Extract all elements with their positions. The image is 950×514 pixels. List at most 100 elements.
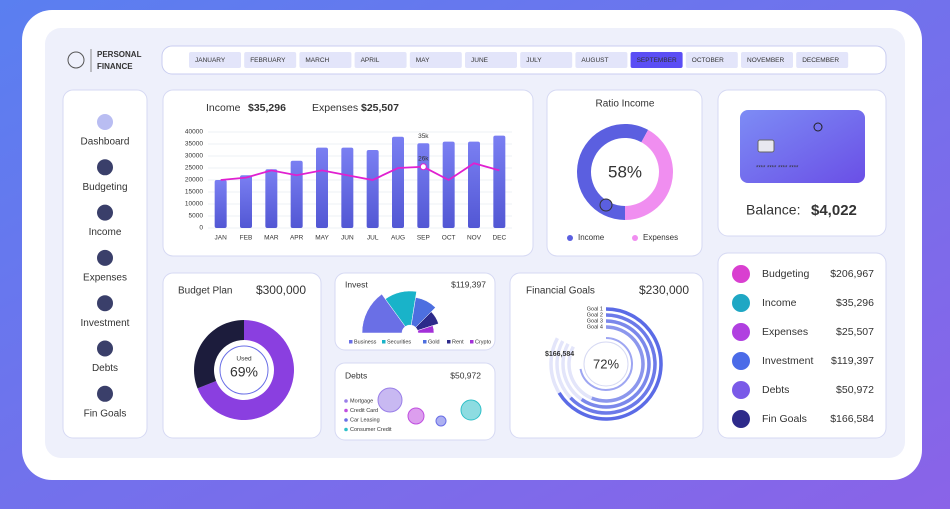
month-tab[interactable] (189, 52, 241, 68)
nav-icon[interactable] (97, 340, 113, 357)
month-tab[interactable] (796, 52, 849, 68)
bar (240, 175, 252, 228)
logo-icon (67, 51, 85, 69)
summary-value: $25,507 (836, 326, 874, 338)
x-tick-label: AUG (391, 235, 405, 242)
panel (334, 362, 496, 441)
bar (341, 147, 354, 228)
bar (265, 169, 278, 228)
data-label: 26k (418, 156, 429, 163)
legend-dot (567, 235, 573, 241)
legend-dot (632, 235, 638, 241)
legend-label: Consumer Credit (350, 427, 392, 433)
month-tab[interactable] (299, 52, 352, 68)
month-label: JULY (526, 57, 542, 64)
nav-label: Expenses (83, 273, 127, 284)
summary-label: Budgeting (762, 268, 809, 280)
summary-value: $35,296 (836, 297, 874, 309)
logo-text: PERSONAL (97, 50, 142, 59)
nav-icon[interactable] (97, 114, 113, 130)
month-label: MAY (416, 57, 430, 64)
y-tick-label: 25000 (185, 165, 203, 172)
nav-icon[interactable] (97, 295, 113, 312)
summary-icon (730, 408, 752, 430)
bar (468, 141, 480, 228)
nav-label: Budgeting (82, 182, 127, 193)
goal-label: Goal 1 (587, 306, 603, 312)
bar (493, 135, 506, 228)
nav-icon[interactable] (97, 204, 113, 221)
legend-label: Expenses (312, 102, 358, 114)
bar (290, 160, 303, 228)
panel (546, 89, 703, 257)
goal-center (583, 341, 629, 387)
summary-icon (730, 263, 752, 285)
goal-arc (580, 319, 651, 409)
legend-dot (344, 408, 348, 413)
month-tab[interactable] (244, 52, 297, 68)
summary-icon (730, 350, 752, 372)
month-tab[interactable] (685, 52, 738, 68)
legend-label: Crypto (475, 339, 491, 345)
center-label: Used (236, 356, 252, 363)
month-tab[interactable] (409, 52, 462, 68)
summary-label: Fin Goals (762, 413, 807, 425)
legend-label: Expenses (643, 233, 678, 242)
month-tab[interactable] (741, 52, 793, 68)
bubble (460, 399, 482, 421)
bubble (377, 387, 403, 413)
nav-icon[interactable] (97, 159, 113, 176)
month-label: DECEMBER (802, 57, 839, 64)
card-number: **** **** **** **** (756, 166, 799, 172)
summary-label: Investment (762, 355, 813, 367)
month-tab[interactable] (354, 52, 407, 68)
panel-title: Financial Goals (526, 286, 595, 297)
month-label: NOVEMBER (747, 57, 785, 64)
summary-panel (717, 252, 887, 439)
summary-icon (730, 292, 752, 314)
donut-knob (599, 198, 613, 212)
panel-total: $50,972 (450, 370, 481, 380)
month-tab[interactable] (575, 52, 628, 68)
summary-label: Income (762, 297, 797, 309)
legend-label: Credit Card (350, 408, 378, 414)
legend-label: Income (578, 233, 605, 242)
goal-label: Goal 3 (587, 318, 603, 324)
month-label: OCTOBER (692, 57, 724, 64)
logo-text: FINANCE (97, 62, 133, 71)
bubble (407, 407, 425, 425)
donut-segment (197, 320, 294, 420)
x-tick-label: JUN (341, 235, 354, 242)
y-tick-label: 15000 (185, 189, 203, 196)
legend-label: Securities (387, 339, 411, 345)
legend-label: Rent (452, 339, 464, 345)
nav-icon[interactable] (97, 385, 113, 402)
legend-swatch (447, 340, 451, 344)
donut-segment (577, 124, 649, 220)
donut-segment (625, 129, 674, 220)
y-tick-label: 20000 (185, 177, 203, 184)
summary-icon (730, 321, 752, 343)
month-tab[interactable] (630, 52, 683, 68)
x-tick-label: JAN (215, 235, 228, 242)
goal-label: Goal 4 (587, 324, 603, 330)
x-tick-label: MAY (315, 235, 329, 242)
nav-label: Income (89, 227, 122, 238)
nav-label: Dashboard (81, 137, 130, 148)
month-label: MARCH (305, 57, 329, 64)
month-label: FEBRUARY (250, 57, 286, 64)
month-tab[interactable] (465, 52, 517, 68)
nav-icon[interactable] (97, 249, 113, 266)
summary-value: $166,584 (830, 413, 874, 425)
legend-label: Income (206, 102, 241, 114)
donut-center (219, 345, 269, 395)
x-tick-label: OCT (442, 235, 456, 242)
credit-card[interactable] (740, 110, 865, 183)
y-tick-label: 30000 (185, 153, 203, 160)
month-label: SEPTEMBER (637, 57, 677, 64)
summary-value: $206,967 (830, 268, 874, 280)
y-tick-label: 5000 (189, 213, 204, 220)
month-tab[interactable] (520, 52, 573, 68)
